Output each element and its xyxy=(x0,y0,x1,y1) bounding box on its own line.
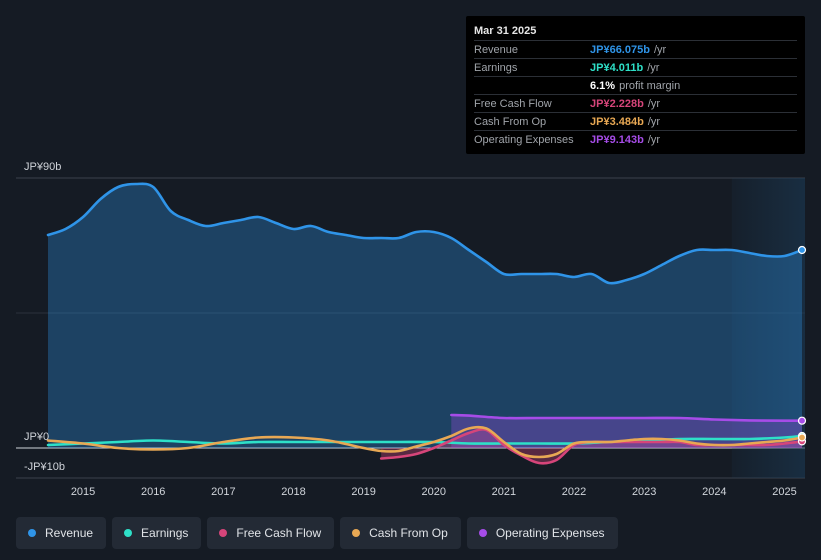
x-tick-label: 2019 xyxy=(351,486,375,498)
x-tick-label: 2017 xyxy=(211,486,235,498)
revenue-end-marker xyxy=(797,245,807,255)
tooltip-row-value: 6.1% xyxy=(590,79,616,92)
y-tick-label: -JP¥10b xyxy=(24,461,65,473)
x-tick-label: 2020 xyxy=(422,486,446,498)
legend-item-operating-expenses[interactable]: Operating Expenses xyxy=(466,517,618,549)
revenue-line xyxy=(46,182,804,285)
legend-item-revenue[interactable]: Revenue xyxy=(16,517,107,549)
legend-dot-icon xyxy=(352,529,361,537)
x-tick-label: 2018 xyxy=(281,486,305,498)
y-tick-label: JP¥0 xyxy=(24,431,49,443)
legend-item-earnings[interactable]: Earnings xyxy=(112,517,202,549)
tooltip-row: Operating Expenses JP¥9.143b/yr xyxy=(474,130,797,148)
x-tick-label: 2023 xyxy=(632,486,656,498)
tooltip-row-value: JP¥4.011b xyxy=(590,61,644,74)
tooltip-row-unit: /yr xyxy=(647,115,661,128)
tooltip-row-unit: /yr xyxy=(647,61,660,74)
cash-from-op-line xyxy=(46,425,804,459)
revenue-area xyxy=(48,183,802,448)
tooltip-row-value: JP¥2.228b xyxy=(590,97,644,110)
tooltip-row-label: Revenue xyxy=(474,43,519,56)
legend-label: Operating Expenses xyxy=(495,526,605,540)
legend-dot-icon xyxy=(28,529,36,537)
legend-dot-icon xyxy=(219,529,228,537)
legend: Revenue Earnings Free Cash Flow Cash From O… xyxy=(16,517,618,549)
tooltip-row-label: Earnings xyxy=(474,61,518,74)
x-tick-label: 2022 xyxy=(562,486,586,498)
tooltip-row-label: Free Cash Flow xyxy=(474,97,552,110)
x-tick-label: 2024 xyxy=(702,486,726,498)
tooltip-row-value: JP¥66.075b xyxy=(590,43,650,56)
tooltip-row: Revenue JP¥66.075b/yr xyxy=(474,40,797,58)
tooltip-row-unit: /yr xyxy=(647,133,661,146)
tooltip-row-label: Cash From Op xyxy=(474,115,547,128)
operating-expenses-line xyxy=(450,413,804,423)
x-tick-label: 2021 xyxy=(492,486,516,498)
x-tick-label: 2025 xyxy=(772,486,796,498)
legend-label: Cash From Op xyxy=(369,526,448,540)
y-tick-label: JP¥90b xyxy=(24,161,61,173)
tooltip-row: Cash From Op JP¥3.484b/yr xyxy=(474,112,797,130)
legend-dot-icon xyxy=(124,529,133,537)
tooltip-row-value: JP¥3.484b xyxy=(590,115,644,128)
tooltip-row: 6.1% profit margin xyxy=(474,76,797,94)
tooltip-panel: Mar 31 2025 Revenue JP¥66.075b/yr Earnings… xyxy=(466,16,805,154)
x-tick-label: 2015 xyxy=(71,486,95,498)
forecast-region xyxy=(731,178,805,478)
legend-item-free-cash-flow[interactable]: Free Cash Flow xyxy=(207,517,335,549)
x-tick-label: 2016 xyxy=(141,486,165,498)
operating-expenses-end-marker xyxy=(797,416,807,425)
legend-label: Earnings xyxy=(141,526,189,540)
tooltip-date: Mar 31 2025 xyxy=(474,25,537,37)
tooltip-row: Earnings JP¥4.011b/yr xyxy=(474,58,797,76)
legend-label: Free Cash Flow xyxy=(236,526,322,540)
tooltip-row-label: Operating Expenses xyxy=(474,133,574,146)
financial-chart: JP¥90b JP¥0 -JP¥10b 2015 2016 2017 2018 2019 20… xyxy=(16,161,807,498)
tooltip-row-unit: profit margin xyxy=(619,79,681,92)
tooltip-row-unit: /yr xyxy=(647,97,661,110)
legend-item-cash-from-op[interactable]: Cash From Op xyxy=(340,517,461,549)
free-cash-flow-area xyxy=(381,429,802,464)
tooltip-row: Free Cash Flow JP¥2.228b/yr xyxy=(474,94,797,112)
cash-from-op-end-marker xyxy=(797,433,807,442)
legend-label: Revenue xyxy=(45,526,94,540)
tooltip-row-unit: /yr xyxy=(653,43,667,56)
legend-dot-icon xyxy=(478,529,487,537)
tooltip-row-value: JP¥9.143b xyxy=(590,133,644,146)
